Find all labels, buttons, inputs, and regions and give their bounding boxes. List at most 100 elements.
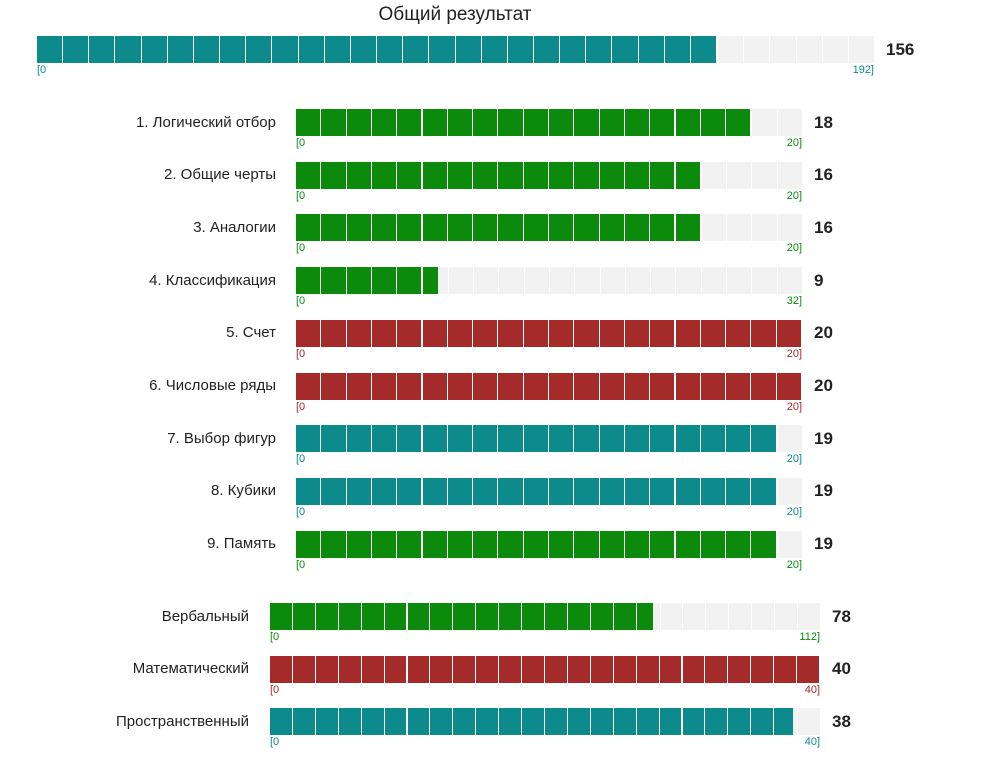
subtest-bar [296, 319, 802, 347]
subtest-max-label: 20] [786, 558, 802, 571]
group-bar-segment [522, 603, 545, 630]
subtest-track-segment [777, 109, 802, 136]
subtest-bar-segment [422, 109, 448, 136]
subtest-bar-segment [726, 477, 752, 505]
subtest-bar-segment [498, 161, 524, 189]
subtest-bar-segment [321, 267, 347, 295]
subtest-bar-segment [371, 530, 398, 558]
subtest-bar-segment [599, 214, 625, 242]
subtest-track-segment [549, 267, 576, 295]
subtest-bar-segment [473, 109, 499, 136]
group-bar-segment [476, 708, 500, 735]
group-bar-segment [545, 603, 568, 630]
subtest-bar-segment [700, 530, 727, 558]
total-bar-segment [533, 36, 561, 63]
subtest-bar-segment [371, 477, 398, 505]
group-bar-segment [590, 655, 614, 683]
subtest-track-segment [751, 267, 778, 295]
total-track-segment [796, 36, 823, 63]
subtest-bar-segment [371, 161, 398, 189]
subtest-bar-segment [549, 477, 575, 505]
group-bar-segment [292, 708, 316, 735]
total-bar-segment [37, 36, 64, 63]
subtest-bar-segment [397, 214, 423, 242]
group-bar-segment [499, 708, 523, 735]
group-bar-segment [407, 603, 431, 630]
group-bar-segment [430, 655, 454, 683]
subtest-label: 2. Общие черты [164, 166, 276, 184]
subtest-bar-segment [321, 319, 347, 347]
subtest-bar-segment [776, 319, 802, 347]
subtest-bar-segment [650, 319, 676, 347]
subtest-bar-segment [321, 214, 347, 242]
subtest-bar-segment [523, 109, 549, 136]
subtest-bar-segment [574, 109, 600, 136]
subtest-bar-segment [624, 161, 651, 189]
group-bar-segment [270, 655, 293, 683]
subtest-max-label: 32] [786, 295, 802, 308]
subtest-track-segment [777, 161, 802, 189]
subtest-bar-segment [700, 319, 727, 347]
group-bar-segment [453, 655, 477, 683]
group-bar [270, 603, 654, 630]
group-label: Математический [132, 660, 249, 677]
group-track [270, 655, 820, 683]
subtest-min-label: [0 [296, 453, 306, 466]
subtest-bar-segment [700, 109, 727, 136]
subtest-bar-segment [751, 530, 777, 558]
subtest-bar-segment [700, 425, 727, 453]
group-bar-segment [590, 603, 614, 630]
total-min-label: [0 [37, 64, 47, 76]
group-bar-segment [774, 655, 798, 683]
subtest-track [296, 267, 802, 295]
subtest-bar-segment [549, 161, 575, 189]
subtest-track-segment [423, 267, 449, 295]
subtest-min-label: [0 [296, 242, 306, 255]
subtest-bar-segment [498, 109, 524, 136]
subtest-bar-segment [447, 214, 474, 242]
subtest-bar-segment [599, 372, 625, 400]
group-bar-segment [636, 603, 654, 630]
subtest-bar-segment [726, 425, 752, 453]
group-bar-segment [476, 603, 500, 630]
group-bar-segment [567, 655, 591, 683]
subtest-label: 9. Память [207, 535, 276, 553]
subtest-bar-segment [321, 109, 347, 136]
subtest-max-label: 20] [786, 400, 802, 413]
subtest-bar-segment [599, 530, 625, 558]
subtest-bar-segment [296, 109, 322, 136]
total-bar-segment [429, 36, 456, 63]
group-track-segment [797, 708, 820, 735]
subtest-bar-segment [473, 372, 499, 400]
subtest-track-segment [751, 109, 778, 136]
group-track-segment [660, 603, 684, 630]
group-label: Пространственный [115, 712, 249, 730]
group-track-segment [637, 603, 661, 630]
group-label: Вербальный [161, 607, 249, 625]
subtest-track-segment [676, 161, 702, 189]
subtest-bar-segment [650, 109, 676, 136]
subtest-track-segment [448, 267, 475, 295]
subtest-track-segment [676, 267, 702, 295]
subtest-bar-segment [650, 214, 676, 242]
total-bar-segment [638, 36, 665, 63]
subtest-bar-segment [346, 372, 372, 400]
subtest-bar-segment [675, 530, 701, 558]
subtest-bar-segment [599, 161, 625, 189]
subtest-bar-segment [321, 425, 347, 453]
subtest-max-label: 20] [786, 453, 802, 466]
group-bar-segment [270, 603, 293, 630]
total-bar-segment [690, 36, 718, 63]
subtest-min-label: [0 [296, 137, 306, 149]
group-bar-segment [590, 708, 614, 735]
group-track-segment [705, 603, 730, 630]
subtest-track-segment [726, 109, 753, 136]
group-bar-segment [522, 708, 545, 735]
subtest-bar-segment [624, 109, 651, 136]
group-bar-segment [659, 655, 683, 683]
subtest-bar-segment [498, 319, 524, 347]
subtest-track-segment [726, 161, 753, 189]
subtest-bar-segment [624, 372, 651, 400]
group-bar-segment [545, 655, 568, 683]
subtest-bar-segment [296, 267, 322, 295]
